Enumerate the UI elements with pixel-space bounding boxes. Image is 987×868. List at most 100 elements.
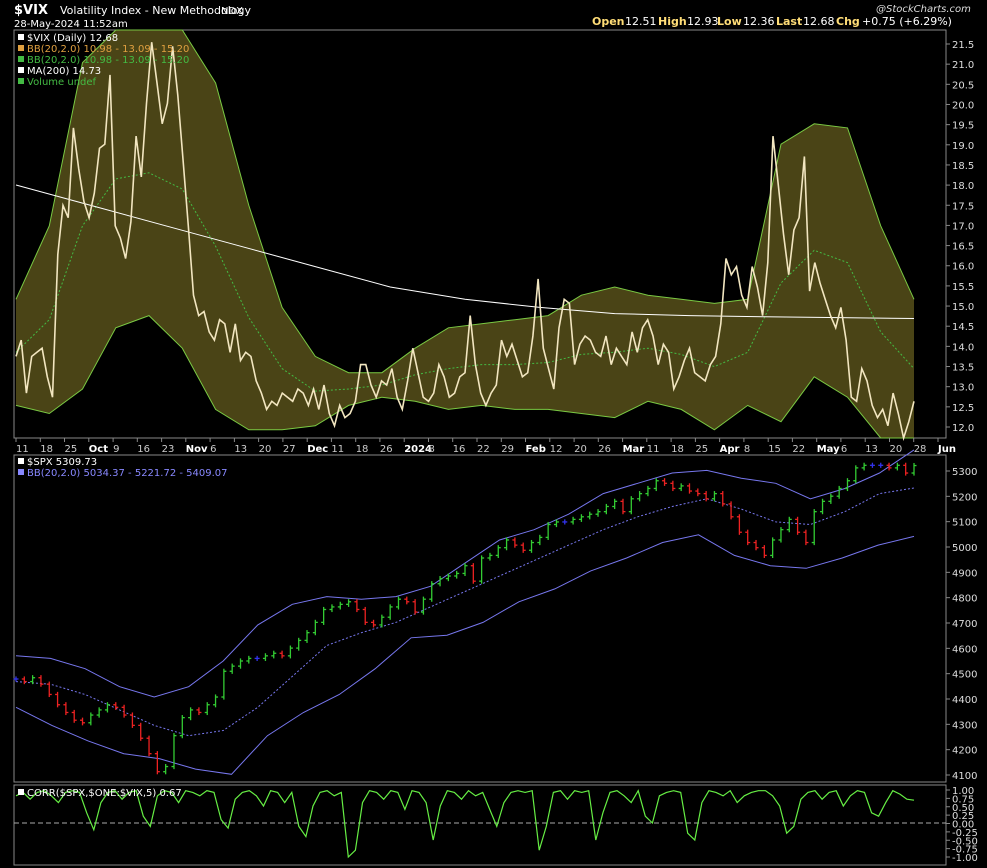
quote-bar: Open 12.51 High 12.93 Low 12.36 Last 12.… (592, 15, 952, 28)
spx-price-bar (304, 630, 310, 643)
x-tick-label: 18 (356, 444, 369, 455)
x-tick-label: 11 (647, 444, 660, 455)
vix-y-tick-label: 13.5 (952, 363, 974, 374)
spx-price-bar (204, 702, 210, 716)
open-label: Open (592, 15, 625, 28)
spx-price-bar (362, 606, 368, 625)
vix-legend-label: Volume undef (27, 77, 97, 88)
spx-price-bar (529, 539, 535, 553)
spx-price-bar (337, 601, 343, 610)
spx-bb-mid-line (15, 487, 915, 737)
vix-legend-swatch (18, 56, 24, 62)
x-tick-label: Nov (186, 444, 208, 455)
spx-y-tick-label: 4900 (952, 568, 977, 579)
last-label: Last (776, 15, 802, 28)
vix-y-tick-label: 17.5 (952, 201, 974, 212)
spx-price-bar (828, 493, 834, 504)
vix-bb-upper-line (15, 29, 915, 374)
vix-y-tick-label: 21.5 (952, 40, 974, 51)
spx-price-bar (437, 576, 443, 587)
spx-y-tick-label: 5100 (952, 518, 977, 529)
vix-y-tick-label: 19.0 (952, 141, 974, 152)
spx-price-bar (637, 491, 643, 502)
corr-y-tick-label: 0.50 (952, 803, 974, 814)
spx-price-bar (221, 668, 227, 700)
vix-y-tick-label: 12.5 (952, 403, 974, 414)
spx-price-bar (886, 462, 892, 471)
spx-price-bar (171, 733, 177, 770)
x-tick-label: 13 (234, 444, 247, 455)
corr-y-tick-label: -1.00 (952, 853, 978, 864)
spx-price-bar (603, 503, 609, 515)
spx-panel (13, 454, 947, 783)
spx-price-bar (836, 485, 842, 499)
x-tick-label: 28 (914, 444, 927, 455)
corr-y-tick-label: -0.25 (952, 828, 978, 839)
spx-price-bar (395, 596, 401, 610)
low-label: Low (717, 15, 742, 28)
vix-panel (13, 29, 947, 439)
spx-price-bar (21, 676, 27, 685)
corr-line (15, 789, 915, 859)
spx-y-tick-label: 5000 (952, 543, 977, 554)
spx-price-bar (745, 529, 751, 546)
vix-y-tick-label: 19.5 (952, 121, 974, 132)
vix-y-tick-label: 16.0 (952, 262, 974, 273)
corr-y-tick-label: 0.25 (952, 811, 974, 822)
spx-price-bar (761, 545, 767, 558)
spx-legend-label: BB(20,2.0) 5034.37 - 5221.72 - 5409.07 (27, 468, 228, 479)
x-tick-label: Mar (623, 444, 645, 455)
spx-price-bar (786, 516, 792, 533)
spx-price-bar (238, 658, 243, 669)
spx-y-tick-label: 4500 (952, 670, 977, 681)
high-value: 12.93 (687, 15, 719, 28)
spx-price-bar (645, 485, 651, 497)
spx-bb-upper-line (15, 449, 915, 698)
corr-legend: CORR($SPX,$ONE:$VIX,5) 0.67 (18, 788, 182, 799)
spx-price-bar (454, 570, 460, 579)
spx-price-bar (138, 722, 144, 741)
x-tick-label: May (817, 444, 840, 455)
x-tick-label: Oct (89, 444, 108, 455)
vix-legend-swatch (18, 45, 24, 51)
x-tick-label: 6 (210, 444, 216, 455)
spx-price-bar (13, 676, 19, 682)
spx-y-tick-label: 4700 (952, 619, 977, 630)
spx-price-bar (820, 498, 826, 515)
spx-price-bar (687, 483, 692, 494)
spx-price-bar (287, 645, 293, 659)
spx-y-tick-label: 5300 (952, 467, 977, 478)
spx-price-bar (188, 707, 194, 721)
vix-bollinger-band (16, 30, 914, 438)
vix-y-tick-label: 15.0 (952, 302, 974, 313)
spx-price-bar (387, 604, 393, 620)
spx-price-bar (271, 650, 277, 659)
spx-price-bar (853, 465, 859, 484)
corr-y-tick-label: 1.00 (952, 786, 974, 797)
corr-y-tick-label: -0.50 (952, 836, 978, 847)
spx-price-bar (778, 527, 784, 543)
vix-y-axis: 21.5 21.0 20.5 20.0 19.5 19.0 18.5 18.0 17.5 17.0… (946, 40, 974, 434)
vix-y-tick-label: 16.5 (952, 242, 974, 253)
spx-price-bar (695, 488, 701, 497)
spx-price-bar (262, 653, 268, 661)
spx-price-bar (321, 606, 327, 625)
x-tick-label: 11 (331, 444, 344, 455)
spx-price-bar (63, 702, 69, 716)
spx-price-bar (520, 542, 526, 553)
spx-price-bar (279, 650, 285, 659)
vix-y-tick-label: 15.5 (952, 282, 974, 293)
spx-price-bar (612, 498, 618, 510)
spx-price-bar (163, 763, 169, 775)
x-tick-label: 25 (65, 444, 78, 455)
spx-y-tick-label: 4300 (952, 720, 977, 731)
spx-price-bar (553, 519, 559, 528)
x-tick-label: 18 (40, 444, 53, 455)
x-tick-label: 2024 (404, 444, 432, 455)
x-tick-label: 12 (550, 444, 563, 455)
vix-ma200-line (15, 184, 915, 319)
spx-price-bar (88, 712, 94, 726)
